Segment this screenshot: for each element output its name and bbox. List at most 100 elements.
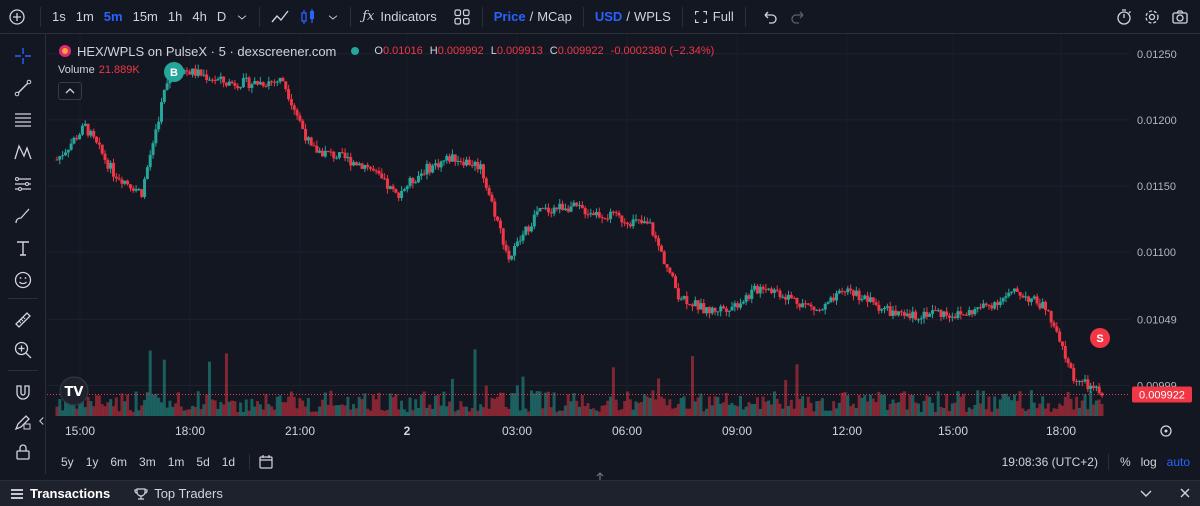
volume-bar xyxy=(145,392,149,416)
candle-body xyxy=(131,188,135,191)
magnet-tool[interactable] xyxy=(11,380,35,404)
interval-dropdown[interactable] xyxy=(231,0,253,34)
crosshair-tool[interactable] xyxy=(11,44,35,68)
volume-bar xyxy=(1100,403,1104,416)
layouts-button[interactable] xyxy=(448,0,476,34)
range-1m[interactable]: 1m xyxy=(167,455,185,469)
volume-bar xyxy=(202,404,206,416)
pattern-tool[interactable] xyxy=(11,140,35,164)
settings-button[interactable] xyxy=(1138,0,1166,34)
volume-bar xyxy=(191,405,195,416)
candle-body xyxy=(679,298,683,300)
candle-body xyxy=(467,159,471,166)
tab-top-traders[interactable]: Top Traders xyxy=(124,486,233,501)
candle-body xyxy=(716,311,720,313)
range-1y[interactable]: 1y xyxy=(85,455,99,469)
volume-bar xyxy=(258,404,262,416)
candle-body xyxy=(747,295,751,299)
volume-bar xyxy=(244,399,248,416)
lock-tool[interactable] xyxy=(11,440,35,464)
measure-tool[interactable] xyxy=(11,308,35,332)
candle-body xyxy=(1035,296,1039,304)
candle-body xyxy=(72,137,76,144)
candle-body xyxy=(304,128,308,141)
fullscreen-button[interactable]: Full xyxy=(689,0,739,34)
candle-body xyxy=(801,303,805,308)
percent-scale-toggle[interactable]: % xyxy=(1119,455,1131,469)
divider xyxy=(8,370,38,371)
candle-body xyxy=(61,155,65,157)
price-mcap-toggle[interactable]: Price / MCap xyxy=(489,0,577,34)
candle-body xyxy=(318,150,322,153)
auto-scale-toggle[interactable]: auto xyxy=(1166,455,1190,469)
tab-transactions[interactable]: Transactions xyxy=(0,486,120,501)
quick-search-button[interactable] xyxy=(1110,0,1138,34)
buy-marker[interactable]: B xyxy=(164,62,184,82)
line-chart-button[interactable] xyxy=(266,0,294,34)
candle-body xyxy=(707,307,711,314)
panel-close-button[interactable] xyxy=(1180,486,1190,501)
snapshot-button[interactable] xyxy=(1166,0,1194,34)
range-3m[interactable]: 3m xyxy=(139,455,156,469)
add-symbol-button[interactable] xyxy=(0,0,34,34)
volume-bar xyxy=(682,396,686,416)
candle-body xyxy=(637,219,641,221)
sell-marker[interactable]: S xyxy=(1090,328,1110,348)
interval-1s[interactable]: 1s xyxy=(52,9,66,24)
candle-body xyxy=(837,290,841,294)
interval-1m[interactable]: 1m xyxy=(75,9,94,24)
range-5y[interactable]: 5y xyxy=(61,455,74,469)
clock[interactable]: 19:08:36 (UTC+2) xyxy=(1001,455,1098,469)
candle-body xyxy=(335,157,339,159)
range-5d[interactable]: 5d xyxy=(196,455,210,469)
volume-bar xyxy=(256,401,260,416)
candle-body xyxy=(213,80,217,82)
date-range-button[interactable] xyxy=(249,454,274,470)
range-6m[interactable]: 6m xyxy=(110,455,128,469)
candle-body xyxy=(301,120,305,129)
time-tick-label: 18:00 xyxy=(175,424,205,438)
fib-tool[interactable] xyxy=(11,108,35,132)
undo-button[interactable] xyxy=(756,0,784,34)
volume-bar xyxy=(561,410,565,416)
panel-collapse-button[interactable] xyxy=(1140,486,1152,501)
toolbar-expand-button[interactable] xyxy=(38,414,45,432)
candle-body xyxy=(476,161,480,170)
candle-body xyxy=(964,314,968,316)
candles-button[interactable] xyxy=(294,0,322,34)
redo-button[interactable] xyxy=(784,0,812,34)
price-chart[interactable]: 0.01250 0.01200 0.01150 0.01100 0.01049 0.009… xyxy=(47,34,1200,474)
log-scale-toggle[interactable]: log xyxy=(1140,455,1157,469)
chart-type-dropdown[interactable] xyxy=(322,0,344,34)
currency-toggle[interactable]: USD / WPLS xyxy=(590,0,676,34)
indicators-button[interactable]: ƒx Indicators xyxy=(357,0,442,34)
candle-body xyxy=(713,307,717,312)
candle-body xyxy=(1089,385,1093,390)
symbol-title[interactable]: HEX/WPLS on PulseX · 5 · dexscreener.com xyxy=(77,43,337,59)
volume-bar xyxy=(730,402,734,416)
tradingview-logo[interactable]: TV xyxy=(59,376,89,406)
prediction-tool[interactable] xyxy=(11,172,35,196)
trend-line-tool[interactable] xyxy=(11,76,35,100)
legend-collapse-button[interactable] xyxy=(58,82,82,100)
candlestick-series xyxy=(55,64,1104,398)
time-axis[interactable]: 15:00 18:00 21:00 2 03:00 06:00 09:00 12:00 15:0… xyxy=(65,424,1076,438)
interval-15m[interactable]: 15m xyxy=(132,9,158,24)
candle-body xyxy=(498,220,502,229)
brush-tool[interactable] xyxy=(11,204,35,228)
lock-icon xyxy=(16,444,30,460)
candle-body xyxy=(371,168,375,171)
interval-1h[interactable]: 1h xyxy=(167,9,183,24)
chart-settings-button[interactable] xyxy=(1160,425,1172,437)
range-1d[interactable]: 1d xyxy=(221,455,236,469)
lock-drawings-tool[interactable] xyxy=(11,410,35,434)
price-axis[interactable]: 0.012500.012000.011500.011000.010490.009… xyxy=(1137,49,1177,393)
zoom-tool[interactable] xyxy=(11,338,35,362)
emoji-tool[interactable] xyxy=(11,268,35,292)
candle-body xyxy=(945,311,949,316)
interval-5m[interactable]: 5m xyxy=(103,9,123,24)
candle-body xyxy=(538,208,542,212)
interval-d[interactable]: D xyxy=(216,9,227,24)
text-tool[interactable] xyxy=(11,236,35,260)
interval-4h[interactable]: 4h xyxy=(192,9,207,24)
